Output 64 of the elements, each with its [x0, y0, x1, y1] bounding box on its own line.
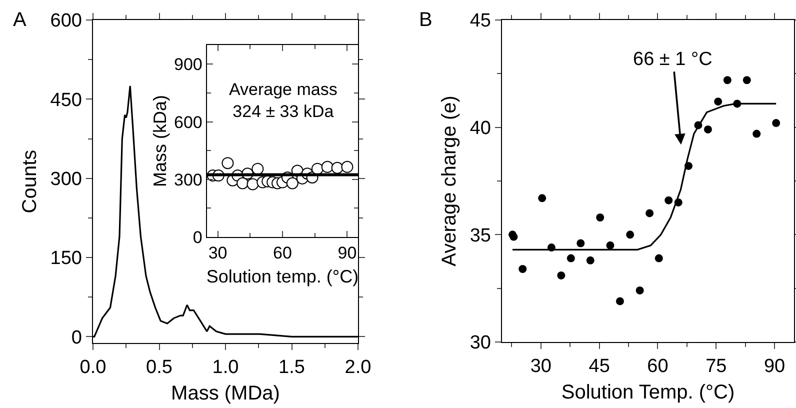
point	[742, 76, 751, 84]
point	[286, 177, 298, 190]
y-tick-label: 150	[50, 248, 82, 270]
annotation: Average mass 324 ± 33 kDa	[229, 80, 338, 122]
point	[646, 209, 654, 218]
point	[664, 196, 673, 204]
x-tick-label: 60	[647, 356, 668, 377]
x-tick-label: 0.0	[80, 357, 106, 378]
point	[246, 178, 259, 190]
point	[236, 177, 249, 190]
point	[772, 119, 780, 128]
point	[566, 254, 575, 262]
x-tick-label: 1.5	[278, 357, 305, 378]
point	[586, 256, 594, 264]
point	[596, 213, 604, 222]
point	[752, 130, 761, 138]
y-tick-label: 0	[71, 327, 82, 348]
y-tick-label: 300	[50, 168, 82, 190]
point	[321, 160, 334, 173]
point	[723, 76, 732, 84]
x-tick-label: 45	[588, 356, 610, 377]
y-tick-label: 45	[470, 10, 491, 32]
point	[616, 297, 624, 306]
y-tick-label: 900	[174, 55, 202, 74]
x-axis-title: Solution temp. (°C)	[206, 266, 359, 287]
y-axis-title: Counts	[18, 150, 41, 214]
point	[576, 239, 585, 248]
point	[557, 271, 566, 280]
x-tick-label: 60	[273, 244, 292, 263]
point	[341, 160, 354, 173]
x-axis-title: Mass (MDa)	[171, 382, 280, 404]
y-tick-label: 0	[192, 228, 202, 247]
y-tick-label: 30	[470, 332, 491, 354]
x-tick-label: 0.5	[146, 357, 172, 378]
y-tick-label: 35	[470, 225, 491, 246]
point	[626, 230, 634, 239]
x-tick-label: 1.0	[212, 357, 239, 378]
y-tick-label: 450	[50, 90, 82, 111]
point	[252, 162, 264, 175]
point	[636, 286, 644, 294]
text: B	[419, 9, 432, 31]
point	[704, 125, 712, 134]
x-tick-label: 30	[530, 356, 552, 377]
point	[331, 162, 344, 174]
x-tick-label: 90	[338, 244, 357, 263]
y-axis-title: Mass (kDa)	[150, 94, 170, 188]
text: A	[13, 9, 27, 31]
x-tick-label: 2.0	[344, 357, 372, 378]
x-tick-label: 30	[208, 244, 228, 263]
x-tick-label: 75	[706, 356, 727, 377]
y-tick-label: 300	[174, 170, 202, 190]
point	[222, 157, 234, 170]
y-axis-title: Average charge (e)	[438, 96, 460, 266]
point	[654, 254, 663, 262]
y-tick-label: 40	[470, 118, 491, 139]
point	[606, 241, 614, 250]
x-axis-title: Solution Temp. (°C)	[561, 381, 735, 404]
point	[538, 194, 546, 202]
y-tick-label: 600	[50, 10, 82, 32]
point	[518, 265, 527, 274]
annotation: 66 ± 1 °C	[633, 49, 712, 70]
x-tick-label: 90	[764, 356, 786, 377]
y-tick-label: 600	[174, 112, 202, 132]
point	[714, 98, 722, 106]
